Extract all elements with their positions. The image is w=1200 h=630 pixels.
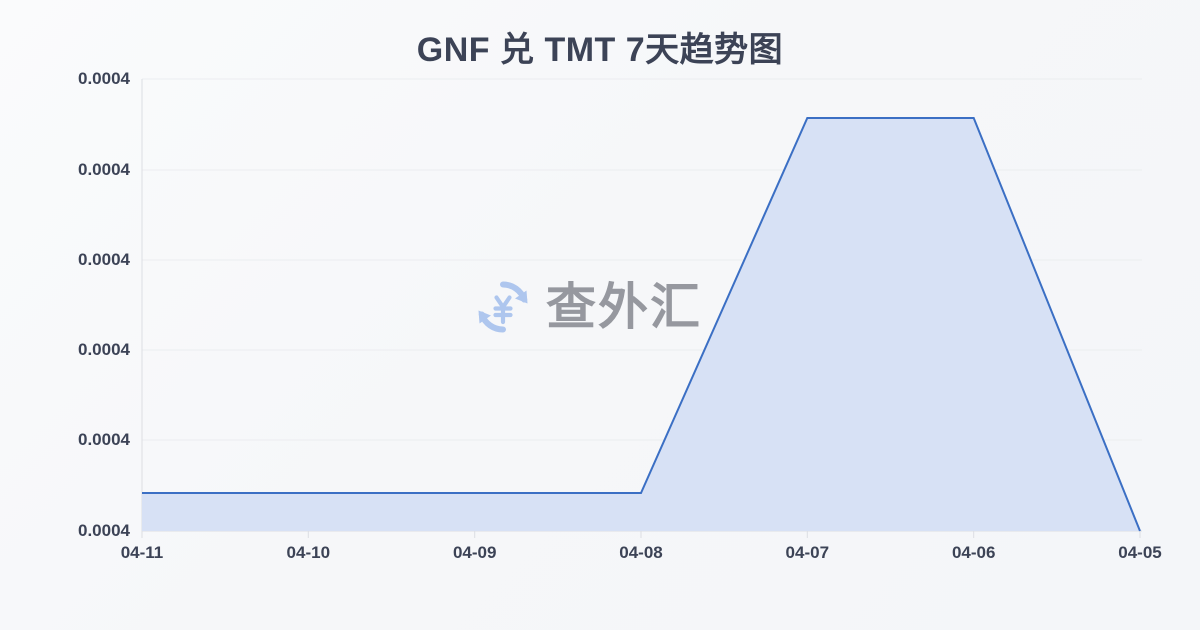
x-axis-tick-label: 04-08 [619, 543, 663, 562]
x-axis-tick-label: 04-06 [951, 543, 996, 562]
series-line [142, 117, 1141, 532]
series-area-fill [142, 118, 1140, 531]
x-tick-marks [141, 531, 1141, 538]
y-axis-tick-label: 0.0004 [78, 340, 130, 359]
y-axis-tick-label: 0.0004 [78, 521, 130, 540]
x-axis-tick-label: 04-09 [452, 543, 497, 562]
y-axis-tick-label: 0.0004 [78, 430, 130, 449]
x-axis-tick-label: 04-10 [286, 543, 331, 562]
y-axis-tick-label: 0.0004 [78, 250, 130, 269]
x-axis-tick-label: 04-11 [120, 543, 164, 562]
x-axis-tick-label: 04-05 [1118, 543, 1162, 562]
y-axis-tick-label: 0.0004 [78, 69, 130, 88]
chart-title: GNF 兑 TMT 7天趋势图 [416, 31, 784, 69]
x-axis-tick-label: 04-07 [785, 543, 830, 562]
y-axis-tick-label: 0.0004 [78, 160, 130, 179]
